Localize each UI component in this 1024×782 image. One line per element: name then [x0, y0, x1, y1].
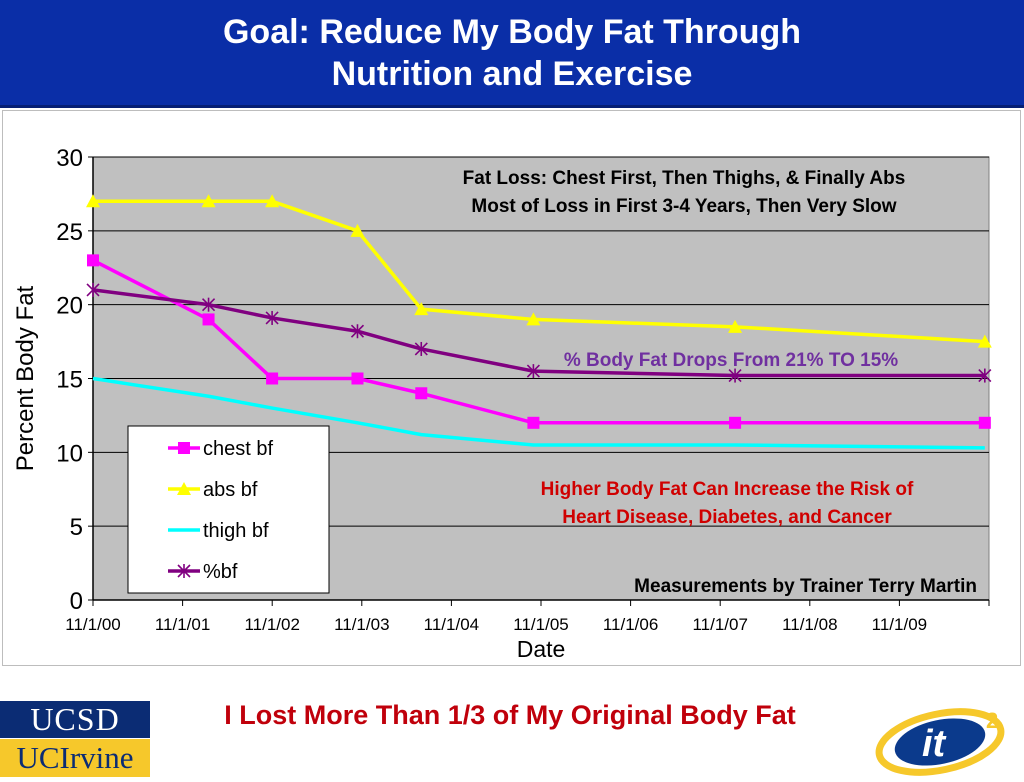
- x-tick-label: 11/1/09: [872, 615, 927, 634]
- x-tick-label: 11/1/05: [513, 615, 568, 634]
- data-point-chest-bf: [266, 372, 279, 385]
- y-tick-label: 10: [56, 440, 83, 467]
- slide-header: Goal: Reduce My Body Fat Through Nutriti…: [0, 0, 1024, 108]
- data-point-chest-bf: [202, 313, 215, 326]
- data-point-abs-bf: [526, 312, 541, 326]
- x-tick-label: 11/1/07: [692, 615, 747, 634]
- data-point-abs-bf: [414, 302, 429, 316]
- it2-logo: it 2: [874, 700, 1014, 777]
- series-line-chest-bf: [92, 258, 985, 425]
- legend: [127, 425, 330, 594]
- annotation-risk-note: Higher Body Fat Can Increase the Risk of…: [541, 479, 914, 528]
- legend-marker: [178, 442, 190, 454]
- y-tick-label: 0: [70, 588, 83, 615]
- series-line-abs-bf: [93, 199, 985, 344]
- annotation-line: Most of Loss in First 3-4 Years, Then Ve…: [471, 196, 896, 217]
- legend-label: abs bf: [203, 479, 258, 501]
- data-point-pct-bf: [350, 324, 365, 339]
- x-tick-label: 11/1/01: [155, 615, 210, 634]
- data-point-pct-bf: [526, 364, 540, 379]
- annotation-line: Measurements by Trainer Terry Martin: [634, 576, 977, 597]
- ucirvine-logo: UCIrvine: [0, 739, 150, 777]
- x-tick-label: 11/1/08: [782, 615, 837, 634]
- data-point-chest-bf: [87, 254, 99, 267]
- chart-frame: 0 5 10 15 20 25 30 11/1/00 11/1/01 11/1/02 11/1/03…: [2, 110, 1021, 666]
- data-point-chest-bf: [527, 416, 540, 429]
- ucsd-logo: UCSD: [0, 701, 150, 738]
- series-thigh-bf: [92, 376, 985, 450]
- annotation-fat-loss-note: Fat Loss: Chest First, Then Thighs, & Fi…: [463, 168, 906, 217]
- data-point-chest-bf: [415, 387, 428, 400]
- annotation-line: Heart Disease, Diabetes, and Cancer: [562, 507, 892, 528]
- y-tick-label: 20: [56, 293, 83, 320]
- series-abs-bf: [86, 194, 992, 348]
- x-tick-label: 11/1/02: [244, 615, 299, 634]
- data-point-chest-bf: [978, 416, 991, 429]
- data-point-abs-bf: [728, 319, 743, 333]
- series-pct-bf: [86, 282, 992, 383]
- slide-title-line-1: Goal: Reduce My Body Fat Through: [222, 13, 802, 51]
- data-point-abs-bf: [86, 194, 100, 208]
- data-point-abs-bf: [201, 194, 216, 208]
- annotation-measurements-note: Measurements by Trainer Terry Martin: [634, 576, 977, 597]
- x-tick-label: 11/1/03: [334, 615, 389, 634]
- annotation-line: Higher Body Fat Can Increase the Risk of: [541, 479, 914, 500]
- it2-logo-text: it: [922, 723, 947, 765]
- x-axis-title: Date: [517, 636, 566, 662]
- data-point-chest-bf: [351, 372, 364, 385]
- data-point-pct-bf: [728, 368, 742, 383]
- y-axis-title: Percent Body Fat: [12, 285, 39, 471]
- y-tick-label: 30: [56, 145, 83, 172]
- data-point-chest-bf: [729, 416, 742, 429]
- body-fat-chart: 0 5 10 15 20 25 30 11/1/00 11/1/01 11/1/02 11/1/03…: [12, 145, 992, 662]
- x-tick-label: 11/1/06: [603, 615, 658, 634]
- data-point-pct-bf: [86, 282, 100, 297]
- footer-title: I Lost More Than 1/3 of My Original Body…: [224, 700, 796, 730]
- data-point-abs-bf: [350, 223, 365, 237]
- data-point-abs-bf: [265, 194, 280, 208]
- slide-title-line-2: Nutrition and Exercise: [331, 55, 693, 93]
- legend-marker: [177, 482, 191, 495]
- series-line-pct-bf: [92, 288, 985, 378]
- y-tick-label: 25: [56, 219, 83, 246]
- series-chest-bf: [87, 254, 991, 429]
- data-point-pct-bf: [201, 297, 216, 312]
- it2-logo-superscript: 2: [986, 708, 998, 733]
- y-tick-label: 15: [56, 367, 83, 394]
- data-point-pct-bf: [978, 368, 992, 383]
- x-tick-label: 11/1/04: [424, 615, 479, 634]
- annotation-body-fat-drop-note: % Body Fat Drops From 21% TO 15%: [564, 350, 898, 371]
- legend-label: %bf: [203, 561, 238, 583]
- data-point-pct-bf: [265, 310, 279, 325]
- y-tick-label: 5: [70, 514, 83, 541]
- legend-label: thigh bf: [203, 520, 269, 542]
- data-point-pct-bf: [414, 341, 428, 356]
- legend-marker: [177, 564, 191, 578]
- series-line-thigh-bf: [92, 376, 985, 450]
- legend-label: chest bf: [203, 438, 273, 460]
- x-tick-label: 11/1/00: [65, 615, 120, 634]
- annotation-line: % Body Fat Drops From 21% TO 15%: [564, 350, 898, 371]
- annotation-line: Fat Loss: Chest First, Then Thighs, & Fi…: [463, 168, 906, 189]
- data-point-abs-bf: [977, 334, 992, 348]
